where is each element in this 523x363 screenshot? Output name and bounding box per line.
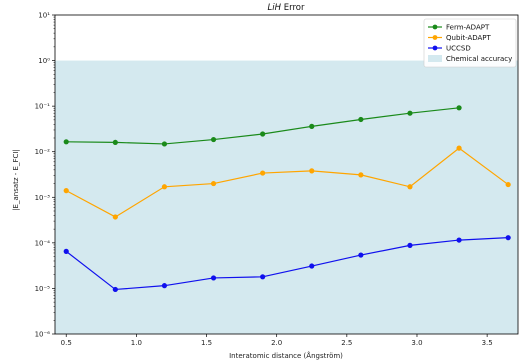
legend: Ferm-ADAPT Qubit-ADAPT UCCSD Chemical accur… [423, 18, 517, 68]
legend-marker [432, 24, 438, 30]
data-point [161, 184, 168, 190]
y-tick-label: 10⁻⁶ [35, 331, 51, 339]
data-point [210, 136, 217, 143]
data-point [112, 139, 118, 146]
data-point [63, 188, 69, 194]
x-tick-label: 2.5 [341, 339, 352, 347]
x-tick-label: 1.5 [201, 339, 212, 347]
data-point [407, 242, 413, 248]
y-axis: 10⁻⁶ 10⁻⁵ 10⁻⁴ 10⁻³ 10⁻² 10⁻¹ 10⁰ 10¹ [35, 12, 55, 339]
legend-marker [432, 35, 438, 40]
data-point [358, 172, 364, 178]
data-point [358, 252, 364, 258]
plot-frame [54, 14, 519, 335]
data-point [260, 274, 266, 280]
series-ferm-adapt [63, 105, 462, 147]
legend-item: UCCSD [428, 45, 471, 53]
x-axis: 0.5 1.0 1.5 2.0 2.5 3.0 3.5 [61, 334, 493, 347]
series-layer [63, 105, 511, 293]
data-point [112, 286, 118, 293]
data-point [161, 283, 168, 289]
x-tick-label: 0.5 [61, 339, 72, 347]
series-uccsd [63, 235, 511, 293]
y-tick-label: 10⁻³ [35, 194, 51, 202]
plot-area [54, 14, 519, 335]
legend-marker [432, 45, 438, 51]
data-point [309, 263, 315, 269]
x-axis-label: Interatomic distance (Ångström) [229, 351, 343, 360]
data-point [112, 214, 118, 220]
title-main: LiH Error [268, 3, 305, 13]
legend-label: Qubit-ADAPT [446, 34, 492, 42]
legend-item: Ferm-ADAPT [428, 24, 490, 32]
series-line [65, 237, 509, 291]
data-point [63, 139, 69, 145]
data-point [407, 184, 413, 190]
legend-box [423, 18, 517, 68]
data-point [407, 110, 413, 116]
data-point [505, 235, 511, 241]
x-tick-label: 2.0 [271, 339, 282, 347]
y-tick-label: 10⁻⁴ [35, 239, 51, 247]
data-point [505, 181, 511, 188]
data-point [456, 105, 462, 111]
y-tick-label: 10⁻¹ [35, 103, 51, 111]
x-tick-label: 1.0 [131, 339, 142, 347]
legend-label: Ferm-ADAPT [446, 24, 490, 32]
data-point [63, 248, 69, 254]
legend-swatch [428, 55, 442, 62]
y-tick-label: 10¹ [38, 12, 50, 20]
y-tick-label: 10⁰ [38, 57, 50, 65]
legend-label: UCCSD [446, 45, 471, 53]
legend-label: Chemical accuracy [446, 55, 512, 63]
title-suffix: Error [281, 3, 305, 13]
data-point [456, 145, 462, 151]
data-point [210, 275, 217, 281]
series-qubit-adapt [63, 145, 511, 220]
chemical-accuracy-region [55, 60, 518, 334]
series-line [65, 147, 509, 218]
data-point [260, 131, 266, 137]
data-point [309, 168, 315, 174]
data-point [161, 141, 168, 147]
legend-item: Qubit-ADAPT [428, 34, 492, 42]
title-molecule: LiH [268, 3, 282, 13]
data-point [210, 180, 217, 187]
data-point [309, 123, 315, 129]
data-point [456, 237, 462, 243]
legend-item: Chemical accuracy [428, 55, 512, 63]
y-tick-label: 10⁻⁵ [35, 285, 51, 293]
x-tick-label: 3.5 [482, 339, 493, 347]
data-point [260, 170, 266, 176]
y-axis-label: |E_ansatz - E_FCI| [12, 149, 20, 211]
chart-title: LiH Error [268, 3, 305, 13]
x-tick-label: 3.0 [411, 339, 422, 347]
y-tick-label: 10⁻² [35, 148, 51, 156]
data-point [358, 116, 364, 123]
